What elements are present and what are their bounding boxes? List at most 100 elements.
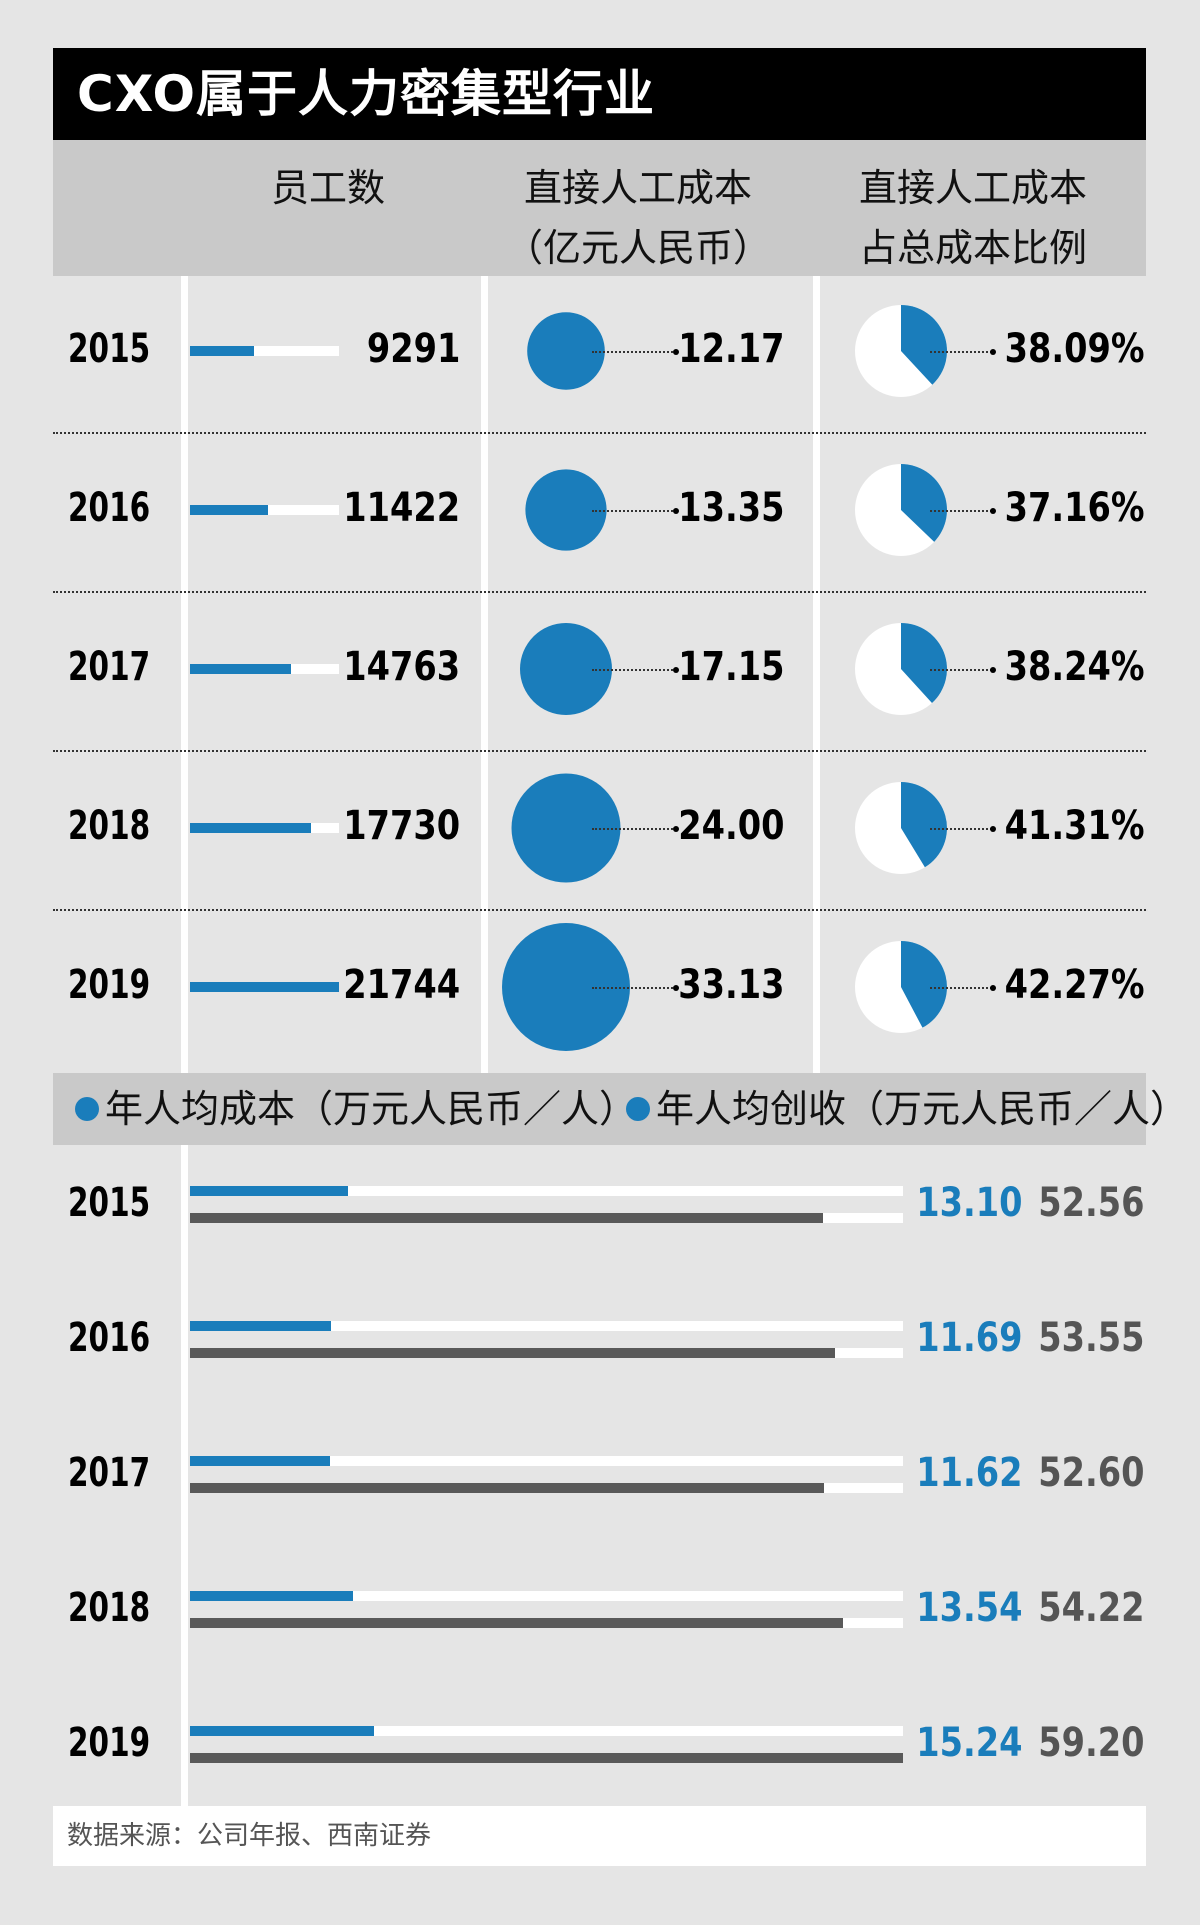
cost-bar [190, 1591, 354, 1601]
labor-cost-bubble-svg [520, 623, 612, 715]
employee-bar [190, 823, 312, 833]
labor-cost-leader-dot [673, 667, 679, 673]
legend-item-revenue: 年人均创收（万元人民币／人） [626, 1073, 1188, 1145]
header-labor-cost-line1: 直接人工成本 [523, 166, 752, 210]
cost-value: 15.24 [916, 1720, 1023, 1766]
ratio-value: 42.27% [1005, 962, 1145, 1008]
ratio-leader-dot [990, 508, 996, 514]
ratio-pie-slice [901, 305, 948, 385]
cost-bar-track [190, 1591, 903, 1601]
axis-divider [181, 1145, 188, 1830]
row-year-label: 2018 [68, 1585, 151, 1631]
column-divider [813, 276, 820, 1076]
legend-dot-revenue-icon [626, 1096, 650, 1121]
employee-bar [190, 505, 269, 515]
employee-bar-track [190, 664, 339, 674]
employee-bar-track [190, 505, 339, 515]
row-year-label: 2017 [68, 644, 151, 690]
employee-bar [190, 982, 339, 992]
source-note: 数据来源：公司年报、西南证券 [53, 1806, 1146, 1866]
labor-cost-value: 13.35 [678, 485, 785, 531]
row-separator [53, 591, 1146, 593]
row-year-label: 2015 [68, 326, 151, 372]
labor-cost-leader [592, 669, 676, 671]
row-separator [53, 432, 1146, 434]
ratio-pie-svg [855, 464, 947, 556]
header-employees: 员工数 [253, 158, 403, 218]
legend-revenue-label: 年人均创收（万元人民币／人） [656, 1087, 1189, 1131]
ratio-value: 38.24% [1005, 644, 1145, 690]
header-ratio: 直接人工成本 占总成本比例 [823, 158, 1123, 278]
ratio-value: 41.31% [1005, 803, 1145, 849]
employee-value: 9291 [366, 326, 460, 372]
revenue-bar-track [190, 1213, 903, 1223]
labor-cost-value: 12.17 [678, 326, 785, 372]
ratio-leader-dot [990, 667, 996, 673]
labor-cost-value: 17.15 [678, 644, 785, 690]
ratio-leader-dot [990, 349, 996, 355]
employee-bar-track [190, 346, 339, 356]
ratio-leader-dot [990, 826, 996, 832]
labor-cost-leader [592, 351, 676, 353]
revenue-value: 52.60 [1038, 1450, 1145, 1496]
cost-bar [190, 1321, 331, 1331]
row-year-label: 2015 [68, 1180, 151, 1226]
employee-value: 11422 [343, 485, 460, 531]
labor-cost-bubble [511, 773, 621, 883]
cost-bar-track [190, 1321, 903, 1331]
ratio-leader [930, 669, 992, 671]
revenue-bar-track [190, 1348, 903, 1358]
labor-cost-leader-dot [673, 985, 679, 991]
cost-value: 11.69 [916, 1315, 1023, 1361]
cost-bar [190, 1726, 374, 1736]
header-ratio-line1: 直接人工成本 [858, 166, 1087, 210]
labor-cost-leader [592, 987, 676, 989]
employee-value: 21744 [343, 962, 460, 1008]
ratio-pie-svg [855, 782, 948, 874]
revenue-bar [190, 1348, 835, 1358]
labor-cost-bubble [520, 623, 612, 715]
cost-bar [190, 1186, 348, 1196]
ratio-pie-slice [901, 623, 947, 703]
row-year-label: 2018 [68, 803, 151, 849]
cost-bar-track [190, 1186, 903, 1196]
employee-bar-track [190, 982, 339, 992]
header-employees-label: 员工数 [270, 166, 385, 210]
labor-cost-value: 24.00 [678, 803, 785, 849]
labor-cost-bubble-svg [527, 312, 605, 390]
table-header: 员工数 直接人工成本 （亿元人民币） 直接人工成本 占总成本比例 [53, 140, 1146, 276]
ratio-leader [930, 351, 992, 353]
cost-value: 13.10 [916, 1180, 1023, 1226]
row-year-label: 2016 [68, 1315, 151, 1361]
revenue-value: 53.55 [1038, 1315, 1145, 1361]
legend-item-cost: 年人均成本（万元人民币／人） [75, 1073, 637, 1145]
revenue-bar [190, 1753, 903, 1763]
labor-cost-leader-dot [673, 508, 679, 514]
revenue-bar [190, 1213, 824, 1223]
cost-value: 13.54 [916, 1585, 1023, 1631]
employee-bar-track [190, 823, 339, 833]
ratio-pie-svg [855, 623, 947, 715]
row-separator [53, 909, 1146, 911]
revenue-bar-track [190, 1483, 903, 1493]
labor-cost-leader [592, 828, 676, 830]
column-divider [181, 276, 188, 1076]
ratio-value: 37.16% [1005, 485, 1145, 531]
ratio-pie-slice [901, 782, 948, 868]
labor-cost-leader-dot [673, 826, 679, 832]
row-year-label: 2019 [68, 962, 151, 1008]
ratio-pie-svg [855, 941, 947, 1033]
ratio-leader [930, 828, 992, 830]
row-separator [53, 750, 1146, 752]
revenue-bar [190, 1483, 824, 1493]
legend-cost-label: 年人均成本（万元人民币／人） [105, 1087, 638, 1131]
employee-value: 17730 [343, 803, 460, 849]
row-year-label: 2017 [68, 1450, 151, 1496]
header-labor-cost-line2: （亿元人民币） [504, 226, 771, 270]
labor-cost-bubble [502, 923, 630, 1051]
employee-bar [190, 346, 254, 356]
revenue-value: 52.56 [1038, 1180, 1145, 1226]
labor-cost-bubble-svg [525, 469, 607, 551]
ratio-pie-svg [855, 305, 948, 397]
